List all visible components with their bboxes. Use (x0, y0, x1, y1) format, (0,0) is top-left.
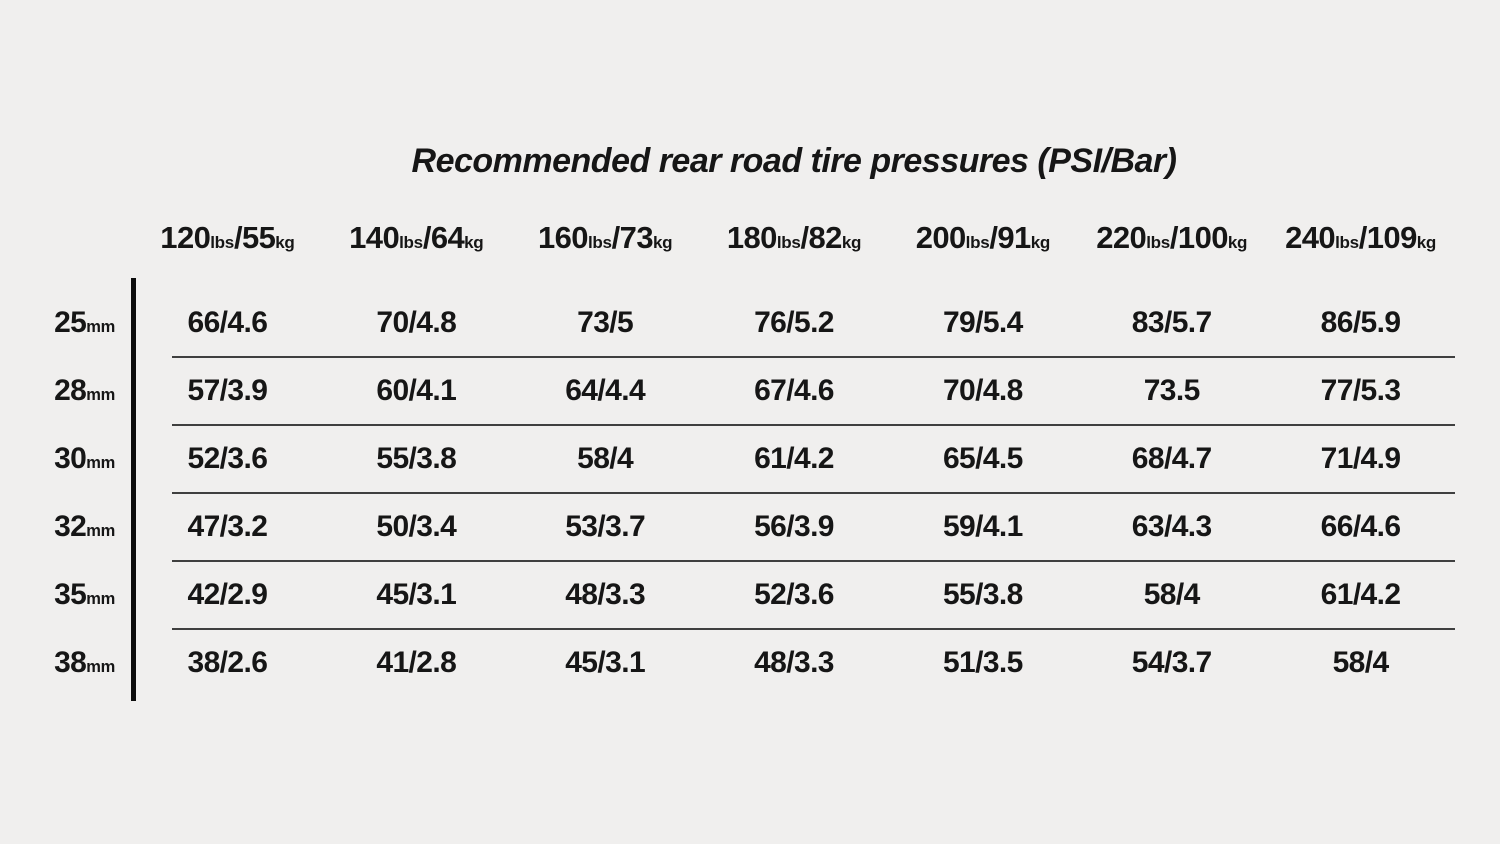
unit-label: kg (1416, 233, 1437, 252)
unit-label: kg (275, 233, 295, 252)
table-row: 25mm 66/4.6 70/4.8 73/5 76/5.2 79/5.4 83/5.7 86… (0, 289, 1455, 357)
value-cell: 86/5.9 (1320, 306, 1401, 339)
table-row: 30mm 52/3.6 55/3.8 58/4 61/4.2 65/4.5 68/4.7 71… (0, 424, 1455, 493)
row-header: 25mm (54, 306, 115, 339)
unit-label: mm (86, 318, 115, 336)
value-cell: 45/3.1 (376, 578, 457, 611)
value-cell: 77/5.3 (1320, 374, 1401, 407)
row-header: 35mm (54, 578, 115, 611)
value-cell: 58/4 (1143, 578, 1201, 611)
value-cell: 54/3.7 (1131, 646, 1212, 679)
value-cell: 51/3.5 (942, 646, 1023, 679)
value-cell: 57/3.9 (187, 374, 268, 407)
value-cell: 38/2.6 (187, 646, 268, 679)
unit-label: mm (86, 386, 115, 404)
value-cell: 53/3.7 (565, 510, 646, 543)
column-header: 120lbs/55kg (160, 220, 295, 255)
value-cell: 61/4.2 (1320, 578, 1401, 611)
table-row: 28mm 57/3.9 60/4.1 64/4.4 67/4.6 70/4.8 73.5 77… (0, 356, 1455, 425)
column-header: 140lbs/64kg (349, 220, 484, 255)
unit-label: lbs (210, 233, 234, 252)
value-cell: 70/4.8 (942, 374, 1023, 407)
unit-label: lbs (587, 233, 612, 252)
value-cell: 71/4.9 (1320, 442, 1401, 475)
value-cell: 58/4 (577, 442, 634, 475)
value-cell: 45/3.1 (565, 646, 646, 679)
value-cell: 68/4.7 (1131, 442, 1212, 475)
value-cell: 66/4.6 (187, 306, 268, 339)
value-cell: 60/4.1 (376, 374, 457, 407)
column-header: 240lbs/109kg (1285, 220, 1437, 255)
value-cell: 67/4.6 (754, 374, 834, 407)
unit-label: lbs (399, 233, 423, 252)
unit-label: lbs (965, 233, 990, 252)
value-cell: 56/3.9 (754, 510, 834, 543)
header-row: 120lbs/55kg 140lbs/64kg 160lbs/73kg 180lbs/… (0, 216, 1455, 260)
value-cell: 73/5 (577, 306, 634, 339)
value-cell: 52/3.6 (754, 578, 834, 611)
value-cell: 64/4.4 (565, 374, 646, 407)
unit-label: lbs (776, 233, 801, 252)
row-header: 28mm (54, 374, 115, 407)
table-row: 32mm 47/3.2 50/3.4 53/3.7 56/3.9 59/4.1 63/4.3… (0, 492, 1455, 561)
column-header: 220lbs/100kg (1096, 220, 1248, 255)
value-cell: 41/2.8 (376, 646, 457, 679)
chart-title: Recommended rear road tire pressures (PS… (411, 142, 1177, 180)
value-cell: 55/3.8 (376, 442, 457, 475)
column-header: 160lbs/73kg (538, 220, 673, 255)
table-row: 35mm 42/2.9 45/3.1 48/3.3 52/3.6 55/3.8 58/4 61… (0, 560, 1455, 629)
value-cell: 47/3.2 (187, 510, 268, 543)
row-header: 32mm (54, 510, 115, 543)
value-cell: 61/4.2 (754, 442, 834, 475)
unit-label: mm (86, 658, 115, 676)
table-rows: 25mm 66/4.6 70/4.8 73/5 76/5.2 79/5.4 83/5.7 86… (0, 289, 1455, 697)
unit-label: lbs (1146, 233, 1170, 252)
value-cell: 79/5.4 (942, 306, 1023, 339)
unit-label: mm (86, 590, 115, 608)
value-cell: 65/4.5 (942, 442, 1023, 475)
unit-label: kg (1227, 233, 1248, 252)
corner-cell (0, 216, 133, 260)
table-row: 38mm 38/2.6 41/2.8 45/3.1 48/3.3 51/3.5 54/3.7… (0, 628, 1455, 697)
value-cell: 48/3.3 (565, 578, 646, 611)
unit-label: kg (1030, 233, 1051, 252)
unit-label: kg (652, 233, 673, 252)
value-cell: 83/5.7 (1131, 306, 1212, 339)
unit-label: kg (464, 233, 484, 252)
value-cell: 42/2.9 (187, 578, 268, 611)
value-cell: 58/4 (1332, 646, 1390, 679)
value-cell: 73.5 (1143, 374, 1201, 407)
value-cell: 63/4.3 (1131, 510, 1212, 543)
value-cell: 55/3.8 (942, 578, 1023, 611)
value-cell: 66/4.6 (1320, 510, 1401, 543)
value-cell: 48/3.3 (754, 646, 834, 679)
value-cell: 70/4.8 (376, 306, 457, 339)
unit-label: mm (86, 454, 115, 472)
value-cell: 76/5.2 (754, 306, 834, 339)
value-cell: 59/4.1 (942, 510, 1023, 543)
unit-label: kg (841, 233, 862, 252)
row-header: 38mm (54, 646, 115, 679)
row-header: 30mm (54, 442, 115, 475)
unit-label: lbs (1335, 233, 1359, 252)
unit-label: mm (86, 522, 115, 540)
value-cell: 52/3.6 (187, 442, 268, 475)
column-header: 200lbs/91kg (915, 220, 1051, 255)
column-header: 180lbs/82kg (726, 220, 862, 255)
axis-line (131, 278, 136, 701)
value-cell: 50/3.4 (376, 510, 457, 543)
